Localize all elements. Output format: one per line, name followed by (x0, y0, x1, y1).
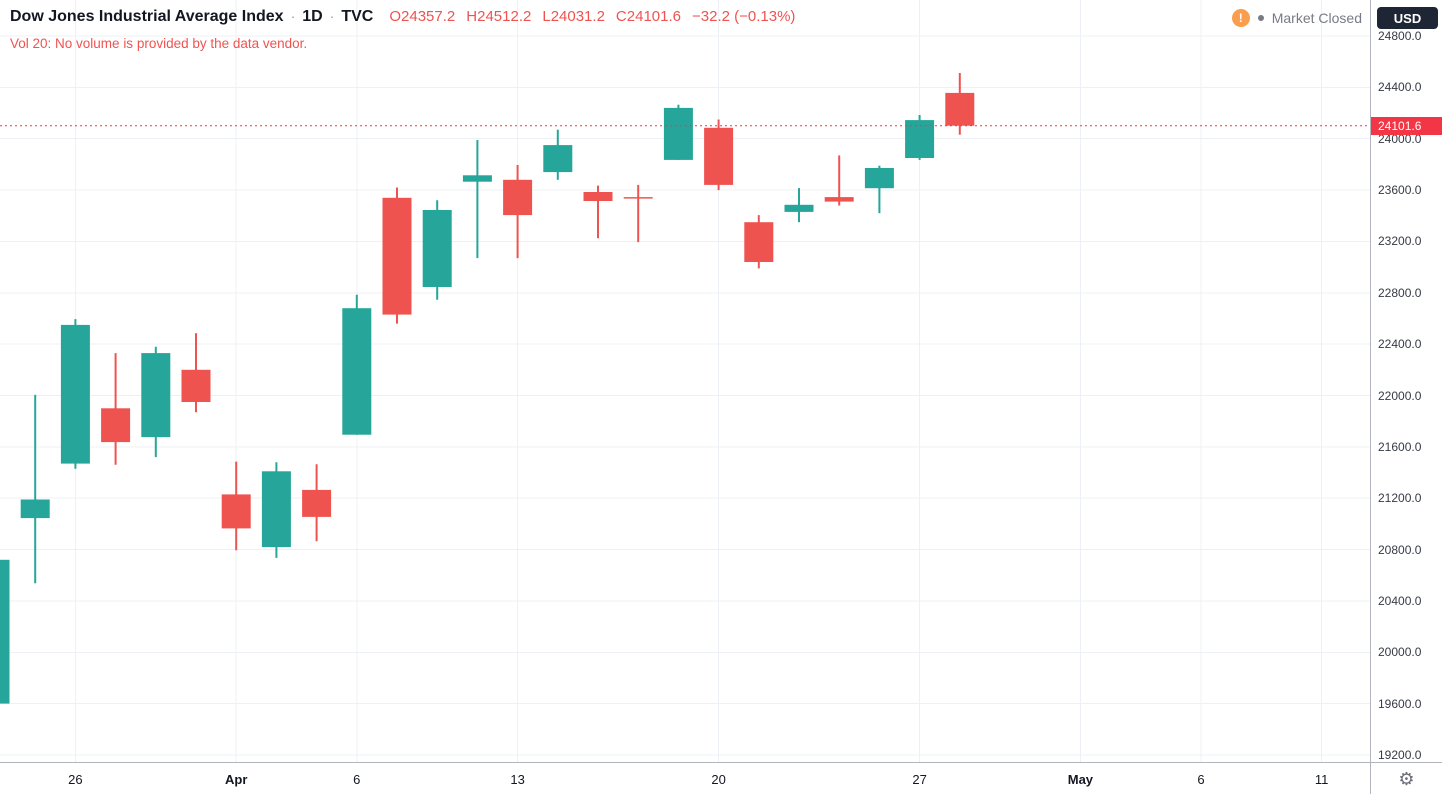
legend-title-row: Dow Jones Industrial Average Index · 1D … (10, 8, 795, 26)
price-axis-label: 20400.0 (1378, 593, 1422, 608)
time-axis-label: May (1067, 772, 1094, 787)
price-axis-label: 22400.0 (1378, 337, 1422, 352)
time-axis-label: 6 (1197, 772, 1205, 787)
change-value: −32.2 (−0.13%) (692, 8, 796, 25)
price-axis[interactable]: USD 24101.6 24800.0 24400.0 24000.0 23600.0… (1370, 0, 1442, 762)
market-closed-dot-icon (1257, 15, 1264, 21)
time-axis-label: 11 (1314, 772, 1329, 787)
price-axis-label: 24800.0 (1378, 29, 1422, 43)
axis-corner: ⚙ (1370, 762, 1442, 794)
close-value: C24101.6 (615, 8, 681, 25)
separator-dot: · (329, 8, 335, 24)
price-axis-label: 23600.0 (1378, 183, 1422, 198)
delayed-data-icon[interactable]: ! (1231, 9, 1250, 27)
price-axis-label: 20800.0 (1378, 542, 1422, 557)
time-axis-label: 26 (68, 772, 83, 787)
price-axis-label: 23200.0 (1378, 234, 1422, 249)
separator-dot: · (290, 8, 296, 24)
volume-note: Vol 20: No volume is provided by the dat… (10, 36, 308, 51)
exchange-label[interactable]: TVC (341, 8, 374, 25)
currency-usd-button[interactable]: USD (1377, 7, 1438, 29)
last-price-tag: 24101.6 (1371, 116, 1442, 135)
time-axis-label: 20 (711, 772, 726, 787)
settings-gear-icon[interactable]: ⚙ (1398, 768, 1415, 789)
high-value: H24512.2 (466, 8, 532, 25)
price-axis-label: 24000.0 (1378, 131, 1422, 146)
time-axis-label: 6 (353, 772, 361, 787)
price-axis-label: 19200.0 (1378, 748, 1422, 762)
time-axis-label: Apr (224, 772, 248, 787)
price-axis-label: 22800.0 (1378, 285, 1422, 300)
chart-pane[interactable]: Dow Jones Industrial Average Index · 1D … (0, 0, 1370, 762)
price-axis-label: 24400.0 (1378, 80, 1422, 95)
time-axis-label: 13 (510, 772, 525, 787)
interval-label[interactable]: 1D (302, 8, 323, 25)
price-axis-label: 21600.0 (1378, 439, 1422, 454)
low-value: L24031.2 (542, 8, 605, 25)
chart-legend: Dow Jones Industrial Average Index · 1D … (10, 8, 795, 51)
ohlc-readout: O24357.2 H24512.2 L24031.2 C24101.6 −32.… (389, 8, 795, 25)
candlestick-chart[interactable] (0, 0, 1370, 762)
market-status: ! Market Closed (1231, 9, 1362, 27)
open-value: O24357.2 (389, 8, 456, 25)
symbol-title[interactable]: Dow Jones Industrial Average Index (10, 8, 284, 25)
price-axis-label: 22000.0 (1378, 388, 1422, 403)
time-axis[interactable]: 26 Apr 6 13 20 27 May 6 11 (0, 762, 1370, 794)
price-axis-label: 19600.0 (1378, 696, 1422, 711)
market-status-text: Market Closed (1271, 10, 1362, 26)
price-axis-label: 21200.0 (1378, 491, 1422, 506)
price-axis-label: 20000.0 (1378, 645, 1422, 660)
time-axis-label: 27 (912, 772, 927, 787)
